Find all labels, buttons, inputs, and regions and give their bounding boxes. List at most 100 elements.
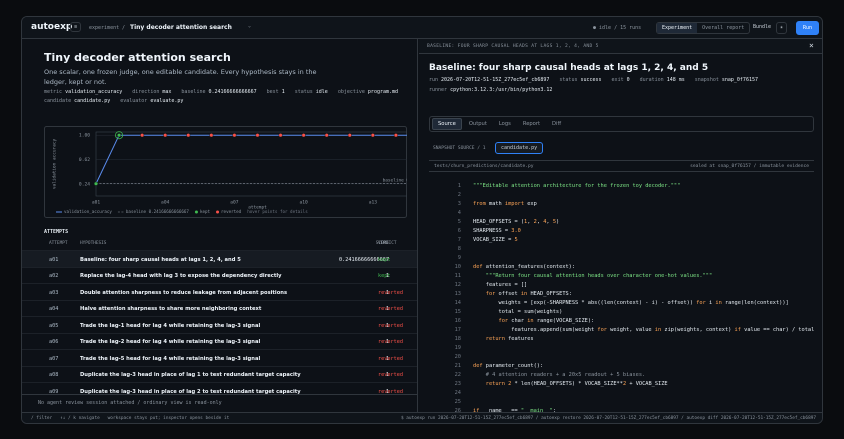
line-number: 23 [454,381,461,387]
x-tick-label: a07 [230,200,239,206]
crumb-caret[interactable]: ⌄ [248,23,252,29]
meta-value: idle [315,89,328,95]
file-path: tests/churn_predictions/candidate.py [434,164,534,169]
score: 1 [385,322,389,329]
run-button[interactable]: Run [796,21,820,35]
line-number: 22 [454,372,461,378]
column-header: SCORE [375,241,389,246]
attempt-row[interactable]: a05 Trade the lag-1 head for lag 4 while … [22,316,417,333]
verdict: reverted [378,388,403,395]
meta-key: snapshot [694,77,719,83]
y-axis-label: validation accuracy [52,139,58,190]
meta-item: status success [559,77,601,83]
meta-key: run [429,77,439,83]
bundle-button[interactable]: Bundle [753,24,772,30]
line-number: 20 [454,354,461,360]
attempt-row[interactable]: a02 Replace the lag-4 head with lag 3 to … [22,266,417,284]
meta-item: best 1 [267,89,285,95]
point [255,133,260,138]
meta-key: evaluator [120,98,148,104]
verdict: kept [378,256,391,263]
score-chart: 0.24 0.62 1.00 validation accuracy a01 a04 a07… [44,126,407,218]
inspector-tab[interactable]: Report [522,121,541,127]
score: 0.24166666666667 [339,256,389,263]
attempt-row[interactable]: a08 Duplicate the lag-3 head in place of … [22,365,417,383]
score: 1 [385,372,389,378]
view-tab[interactable]: Overall report [702,25,745,31]
attempt-id: a06 [49,339,59,345]
inspector: BASELINE: FOUR SHARP CAUSAL HEADS AT LAG… [419,39,822,412]
crumb-title: Tiny decoder attention search [130,24,232,31]
verdict: reverted [378,289,403,296]
point [186,133,191,138]
attempt-row[interactable]: a03 Double attention sharpness to reduce … [22,283,417,300]
column-header: VERDICT [378,241,397,246]
line-number: 13 [454,291,461,297]
attempt-row[interactable]: a07 Trade the lag-5 head for lag 4 while … [22,349,417,366]
line-number: 10 [454,264,461,270]
inspector-header: BASELINE: FOUR SHARP CAUSAL HEADS AT LAG… [419,39,822,54]
attempt-row[interactable]: a01 Baseline: four sharp causal heads at … [22,250,417,267]
close-button[interactable]: × [809,41,814,50]
code-line: VOCAB_SIZE = 5 [473,237,518,243]
line-number: 7 [457,237,461,243]
line-number: 4 [457,210,461,216]
hypothesis: Double attention sharpness to reduce lea… [80,289,288,296]
hypothesis: Trade the lag-5 head for lag 4 while ret… [80,355,261,362]
code-line: return 2 * len(HEAD_OFFSETS) * VOCAB_SIZ… [485,381,668,387]
line-number: 8 [457,246,461,252]
point [370,133,375,138]
meta-value: 148 ms [666,77,685,83]
code-line: if __name__ == "__main__": [473,408,556,412]
verdict: reverted [378,372,403,378]
point [393,133,398,138]
x-axis-label: attempt [248,205,267,211]
hypothesis: Halve attention sharpness to share more … [80,306,262,312]
meta-item: duration 148 ms [640,77,685,83]
y-tick-label: 1.00 [79,133,90,139]
path-bar: tests/churn_predictions/candidate.py sea… [429,160,814,172]
score: 1 [385,388,389,395]
y-tick-label: 0.24 [79,181,90,187]
inspector-tab[interactable]: Diff [552,121,562,127]
code-line: features = [] [473,282,528,288]
x-tick-label: a10 [299,200,308,206]
inspector-tab[interactable]: Source [432,118,462,130]
attempts-heading: ATTEMPTS [44,229,69,235]
y-tick-label: 0.62 [79,157,90,163]
line-number: 9 [457,255,461,261]
view-tab[interactable]: Experiment [657,23,698,33]
menu-button[interactable]: ≡ [70,22,82,32]
line-number: 5 [457,219,461,225]
run-title: Baseline: four sharp causal heads at lag… [429,63,709,73]
meta-row: run 2026-07-20T12-51-15Z_277ec5ef_cb6897 s… [429,77,758,83]
verdict: reverted [378,322,403,329]
meta-value: 1 [281,89,285,95]
file-button[interactable]: candidate.py [495,142,544,154]
point [163,133,168,138]
verdict: reverted [378,339,403,345]
crumb-separator: / [122,25,126,31]
attempt-row[interactable]: a06 Trade the lag-2 head for lag 4 while … [22,332,417,350]
workspace: Tiny decoder attention search One scalar… [22,39,418,412]
meta-value: program.md [367,89,399,95]
inspector-tab[interactable]: Logs [498,121,511,127]
line-number: 12 [454,282,461,288]
crumb-root[interactable]: experiment [89,25,120,31]
line-number: 6 [457,228,461,234]
meta-item: metric validation_accuracy [44,89,122,95]
theme-toggle[interactable]: ☀ [776,22,788,34]
hypothesis: Baseline: four sharp causal heads at lag… [80,256,241,263]
meta-value: 0.24166666666667 [208,89,257,95]
line-number: 14 [454,300,461,306]
meta-key: runner [429,87,448,93]
seal-note: sealed at snap_0f76157 / immutable evide… [690,164,809,169]
line-number: 25 [454,399,461,405]
attempt-row[interactable]: a04 Halve attention sharpness to share mo… [22,299,417,317]
attempt-row[interactable]: a09 Duplicate the lag-3 head in place of … [22,382,417,399]
inspector-tab[interactable]: Output [468,121,487,127]
code-line: def parameter_count(): [473,363,544,369]
run-status: ● idle / 15 runs [593,25,642,31]
line-number: 16 [454,318,461,324]
verdict: reverted [378,306,403,312]
